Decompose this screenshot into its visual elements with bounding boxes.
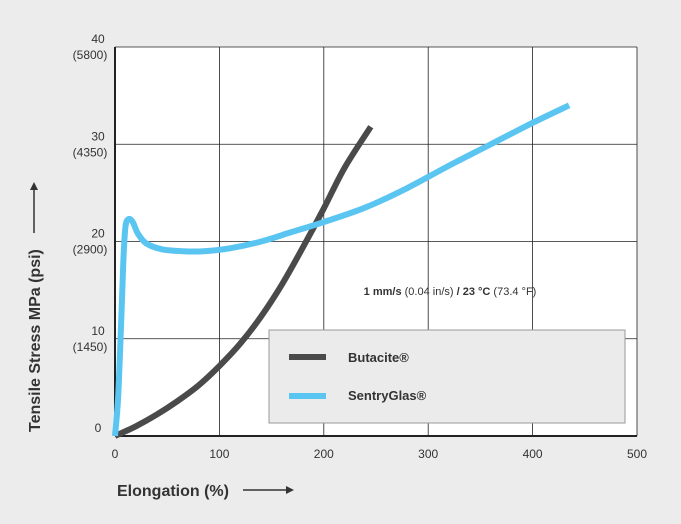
legend-label-sentryglas: SentryGlas® <box>348 388 427 403</box>
test-condition-annotation: 1 mm/s (0.04 in/s) / 23 °C (73.4 °F) <box>364 286 537 298</box>
legend-box <box>268 329 626 424</box>
x-tick-label: 300 <box>418 447 438 461</box>
y-tick-sublabel: (2900) <box>73 243 108 257</box>
y-tick-label: 0 <box>95 421 102 435</box>
y-tick-sublabel: (5800) <box>73 48 108 62</box>
x-tick-labels: 0 100 200 300 400 500 <box>112 447 648 461</box>
legend: Butacite® SentryGlas® <box>268 329 626 424</box>
y-axis-title-group: Tensile Stress MPa (psi) <box>27 182 44 432</box>
series-line-sentryglas <box>112 102 571 437</box>
x-tick-label: 0 <box>112 447 119 461</box>
x-axis-title: Elongation (%) <box>117 483 229 500</box>
legend-label-butacite: Butacite® <box>348 350 409 365</box>
y-tick-labels: 0 10 (1450) 20 (2900) 30 (4350) 40 (5800) <box>73 32 108 435</box>
y-tick-label: 10 <box>91 324 105 338</box>
x-axis-title-group: Elongation (%) <box>117 483 294 500</box>
y-axis-title: Tensile Stress MPa (psi) <box>27 249 44 432</box>
y-tick-sublabel: (4350) <box>73 145 108 159</box>
y-tick-label: 40 <box>91 32 105 46</box>
y-axis-arrowhead-icon <box>30 182 38 190</box>
series-line-butacite <box>113 125 374 439</box>
x-tick-label: 200 <box>314 447 334 461</box>
x-tick-label: 500 <box>627 447 647 461</box>
data-series <box>112 102 571 439</box>
y-tick-sublabel: (1450) <box>73 340 108 354</box>
y-tick-label: 20 <box>91 227 105 241</box>
x-tick-label: 400 <box>523 447 543 461</box>
x-tick-label: 100 <box>209 447 229 461</box>
y-tick-label: 30 <box>91 129 105 143</box>
x-axis-arrowhead-icon <box>286 486 294 494</box>
grid-lines <box>114 46 638 437</box>
